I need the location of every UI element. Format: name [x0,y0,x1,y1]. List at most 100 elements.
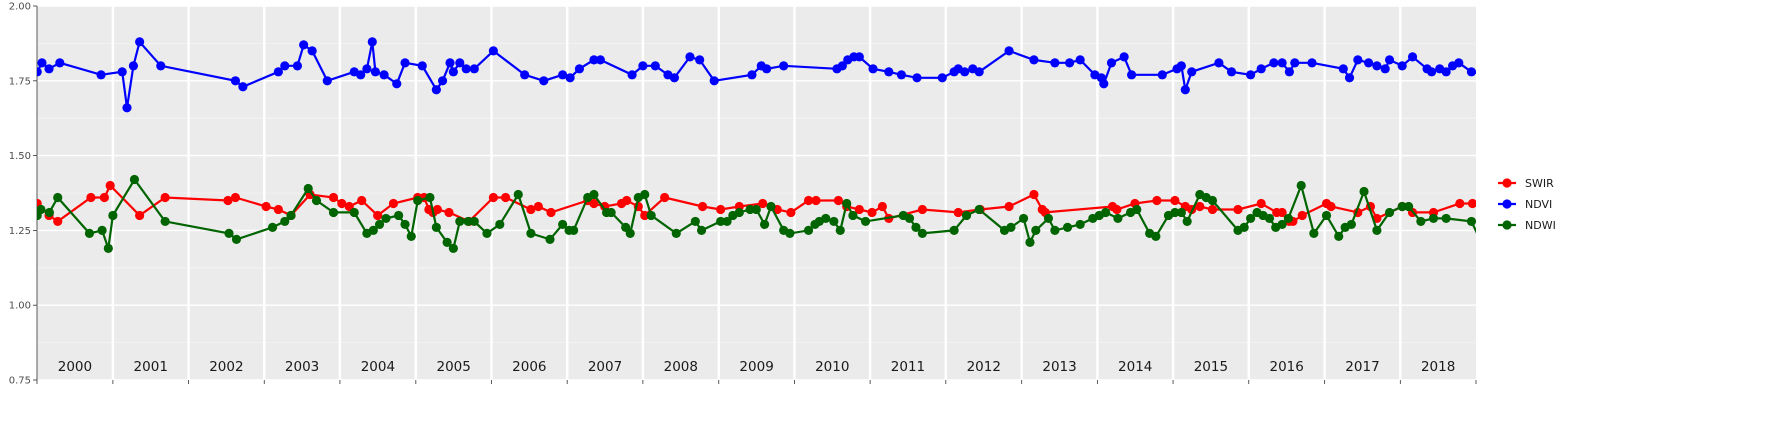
data-point-swir [660,192,670,203]
data-point-ndvi [1427,67,1437,77]
data-point-ndwi [1246,213,1256,224]
data-point-swir [1277,207,1287,218]
data-point-swir [697,201,708,212]
data-point-ndwi [368,225,378,235]
year-label: 2016 [1270,359,1304,375]
data-point-swir [546,207,556,218]
data-point-ndwi [37,204,46,215]
data-point-ndvi [669,73,679,83]
data-point-ndwi [349,207,359,218]
y-tick-label: 1.50 [9,151,31,162]
year-label: 2011 [891,359,925,375]
data-point-ndwi [303,183,313,194]
data-point-swir [160,192,170,203]
year-label: 2013 [1042,359,1076,375]
data-point-swir [867,207,877,218]
data-point-swir [1029,189,1039,200]
data-point-ndwi [734,207,744,218]
data-point-ndwi [860,216,871,227]
y-tick-label: 0.75 [9,376,31,387]
data-point-ndvi [44,64,54,74]
data-point-ndvi [135,37,145,47]
data-point-ndwi [44,207,55,218]
data-point-ndvi [837,61,847,71]
data-point-ndvi [1290,58,1300,68]
data-point-ndwi [1334,231,1344,241]
data-point-ndvi [307,46,317,56]
data-point-ndvi [461,64,471,74]
y-tick-label: 1.00 [9,301,31,312]
data-point-ndwi [311,195,322,206]
data-point-ndvi [1226,67,1237,77]
year-label: 2008 [664,359,698,375]
data-point-swir [1207,204,1218,215]
data-point-ndwi [482,228,492,238]
legend-label-ndwi: NDWI [1525,219,1556,232]
year-label: 2015 [1194,359,1228,375]
data-point-swir [1152,195,1162,206]
data-point-ndvi [122,103,132,113]
data-point-ndvi [1484,70,1493,79]
data-point-ndwi [842,198,852,209]
data-point-swir [758,198,768,209]
data-point-ndwi [280,216,290,227]
data-point-ndvi [1307,58,1317,68]
data-point-ndwi [431,222,441,233]
data-point-ndvi [1277,58,1287,68]
data-point-swir [854,204,864,215]
year-label: 2000 [58,359,92,375]
data-point-ndwi [1372,225,1382,235]
data-point-ndwi [1132,204,1142,215]
data-point-ndwi [558,219,568,230]
data-point-ndvi [1530,64,1539,73]
data-point-ndwi [1466,216,1476,227]
data-point-ndwi [448,243,458,253]
data-point-ndvi [417,61,427,71]
data-point-swir [373,210,383,221]
data-point-ndvi [400,58,410,68]
data-point-swir [230,192,241,203]
data-point-ndvi [1363,58,1374,68]
data-point-ndvi [685,52,695,62]
year-label: 2012 [967,359,1001,375]
data-point-ndwi [961,210,972,221]
data-point-ndwi [1050,225,1060,235]
data-point-ndvi [37,58,47,68]
data-point-ndwi [406,231,416,241]
data-point-ndwi [751,204,761,215]
data-point-ndwi [129,174,140,185]
data-point-ndwi [1018,213,1029,224]
data-point-ndvi [238,82,248,92]
year-label: 2017 [1345,359,1379,375]
data-point-ndvi [1397,61,1407,71]
data-point-ndvi [574,64,585,74]
data-point-swir [337,198,347,209]
data-point-ndvi [1050,58,1060,68]
data-point-ndvi [455,58,465,68]
data-point-ndwi [625,228,635,238]
data-point-ndwi [917,228,927,238]
data-point-ndwi [766,201,776,212]
data-point-ndwi [1264,213,1275,224]
data-point-swir [1195,201,1205,212]
data-point-ndvi [55,58,65,68]
data-point-ndvi [762,64,772,74]
data-point-swir [135,210,145,221]
data-point-ndwi [690,216,700,227]
data-point-swir [811,195,821,206]
data-point-swir [803,195,814,206]
year-label: 2014 [1118,359,1152,375]
data-point-ndwi [1113,213,1123,224]
data-point-ndvi [230,76,241,86]
data-point-ndvi [1075,55,1085,65]
data-point-swir [786,207,796,218]
data-point-ndvi [322,76,332,86]
data-point-ndvi [520,70,530,80]
data-point-swir [1004,201,1014,212]
data-point-swir [1297,210,1307,221]
data-point-ndvi [445,58,455,68]
data-point-ndwi [785,228,795,238]
data-point-ndwi [1176,207,1186,218]
data-point-ndwi [224,228,234,238]
data-point-swir [533,201,543,212]
